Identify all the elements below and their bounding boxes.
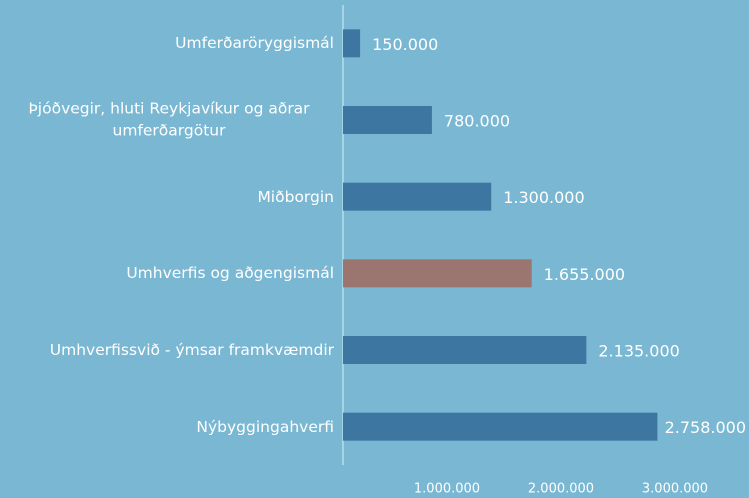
- category-label: Umferðaröryggismál: [175, 32, 334, 54]
- category-text: Umhverfis og aðgengismál: [126, 264, 334, 283]
- x-tick-label: 3.000.000: [642, 482, 708, 497]
- value-label: 2.758.000: [665, 418, 746, 437]
- bar: [343, 412, 658, 441]
- x-tick-label: 1.000.000: [414, 482, 480, 497]
- category-text: Nýbyggingahverfi: [196, 417, 334, 436]
- value-label: 150.000: [372, 35, 438, 54]
- bar: [343, 106, 432, 134]
- value-label: 2.135.000: [598, 342, 679, 361]
- bar: [343, 336, 587, 364]
- category-text: Umferðaröryggismál: [175, 34, 334, 53]
- category-label: Þjóðvegir, hluti Reykjavíkur og aðrar um…: [4, 98, 334, 143]
- category-label: Nýbyggingahverfi: [196, 415, 334, 437]
- value-label: 780.000: [444, 112, 510, 131]
- category-text: Miðborgin: [257, 187, 334, 206]
- category-label: Miðborgin: [257, 185, 334, 207]
- bar: [343, 29, 361, 58]
- category-label: Umhverfissvið - ýmsar framkvæmdir: [50, 339, 334, 361]
- category-label: Umhverfis og aðgengismál: [126, 262, 334, 284]
- value-label: 1.655.000: [544, 265, 625, 284]
- x-tick-label: 2.000.000: [528, 482, 594, 497]
- bar: [343, 259, 532, 288]
- value-label: 1.300.000: [503, 188, 584, 207]
- category-text: Umhverfissvið - ýmsar framkvæmdir: [49, 340, 334, 359]
- bar: [343, 182, 492, 211]
- category-text: Þjóðvegir, hluti Reykjavíkur og aðrar um…: [28, 99, 310, 140]
